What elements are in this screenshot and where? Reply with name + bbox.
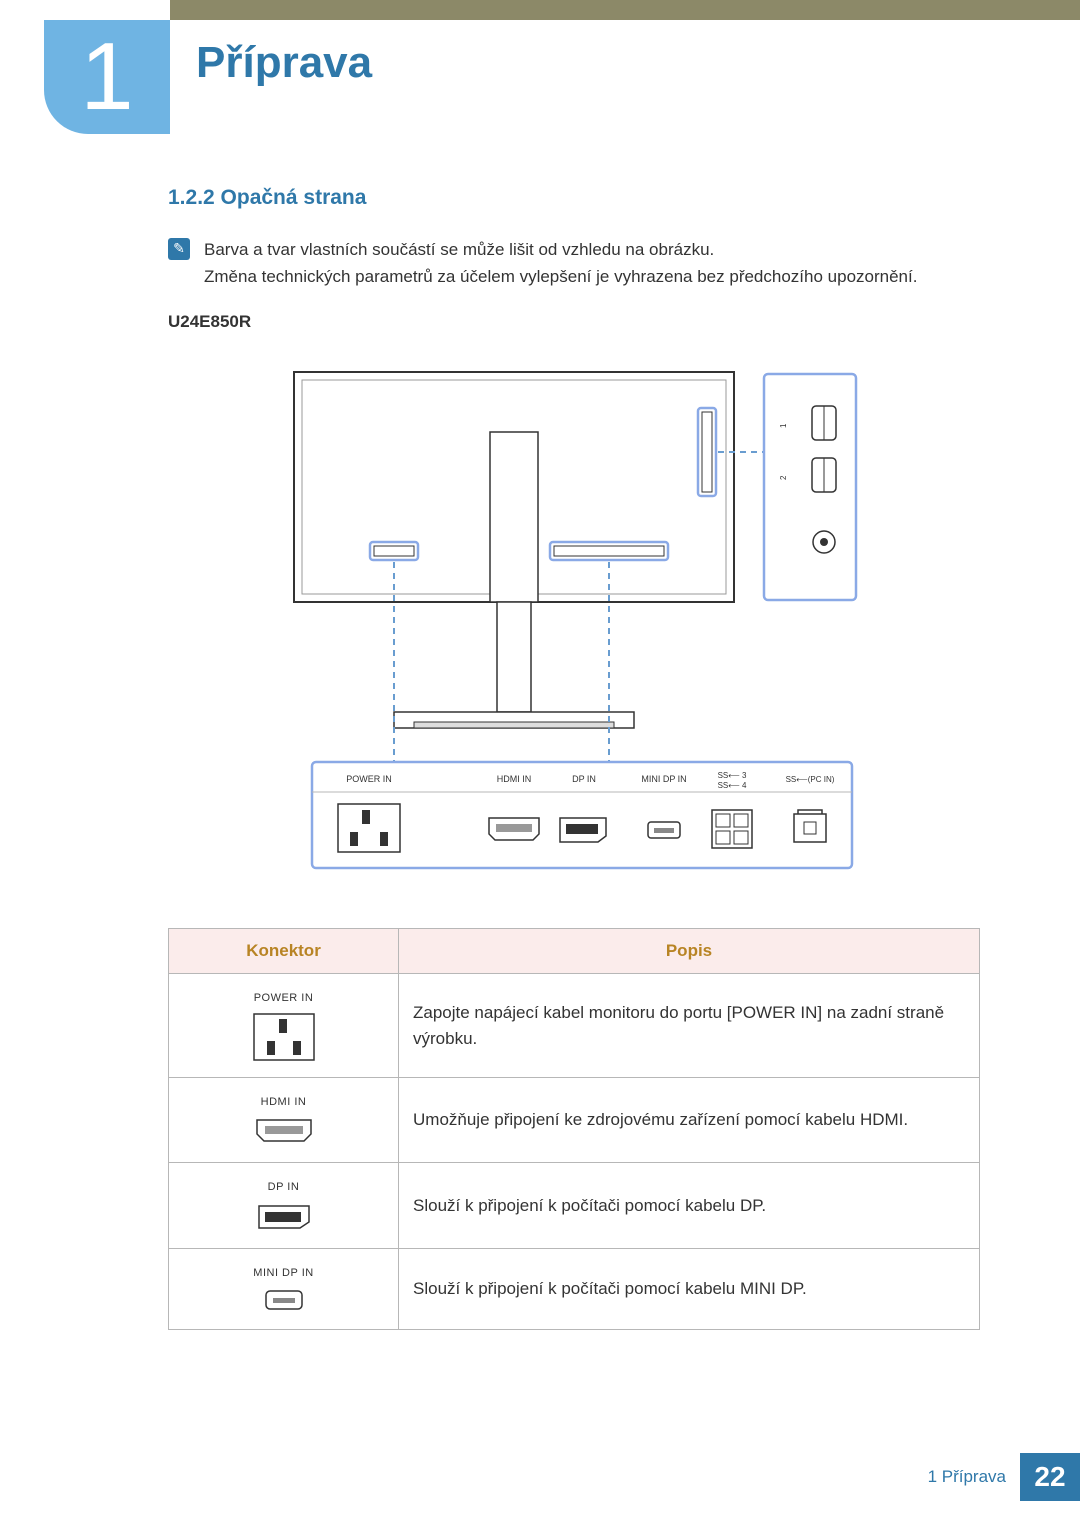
power-socket-icon — [183, 1013, 384, 1061]
note-text: Barva a tvar vlastních součástí se může … — [204, 236, 917, 290]
section-heading: 1.2.2 Opačná strana — [168, 186, 980, 210]
diagram: 1 2 POWER IN HDMI IN DP IN MINI DP IN SS… — [168, 362, 980, 892]
note-line-1: Barva a tvar vlastních součástí se může … — [204, 236, 917, 263]
desc-hdmi: Umožňuje připojení ke zdrojovému zařízen… — [399, 1077, 980, 1163]
label-dp-in: DP IN — [572, 774, 596, 784]
svg-text:1: 1 — [779, 423, 788, 428]
chapter-badge: 1 — [44, 20, 170, 134]
svg-text:SS⟵ 3: SS⟵ 3 — [718, 771, 747, 780]
svg-text:SS⟵ 4: SS⟵ 4 — [718, 781, 747, 790]
table-header-konektor: Konektor — [169, 929, 399, 974]
top-bar-right — [170, 0, 1080, 20]
konektor-dp: DP IN — [169, 1163, 399, 1249]
note-line-2: Změna technických parametrů za účelem vy… — [204, 263, 917, 290]
top-bar — [0, 0, 1080, 20]
note-icon — [168, 238, 190, 260]
svg-text:SS⟵(PC IN): SS⟵(PC IN) — [786, 775, 835, 784]
monitor-rear-diagram: 1 2 POWER IN HDMI IN DP IN MINI DP IN SS… — [264, 362, 884, 892]
content-area: 1.2.2 Opačná strana Barva a tvar vlastní… — [168, 186, 980, 1330]
konektor-minidp: MINI DP IN — [169, 1248, 399, 1330]
connector-table: Konektor Popis POWER IN Zapojte napájecí… — [168, 928, 980, 1330]
chapter-number: 1 — [80, 29, 133, 125]
minidp-port-icon — [183, 1287, 384, 1313]
note-block: Barva a tvar vlastních součástí se může … — [168, 236, 980, 290]
model-name: U24E850R — [168, 312, 980, 332]
hdmi-port-icon — [183, 1116, 384, 1146]
konektor-power: POWER IN — [169, 974, 399, 1078]
table-row: DP IN Slouží k připojení k počítači pomo… — [169, 1163, 980, 1249]
table-row: POWER IN Zapojte napájecí kabel monitoru… — [169, 974, 980, 1078]
footer: 1 Příprava 22 — [928, 1453, 1080, 1501]
table-row: MINI DP IN Slouží k připojení k počítači… — [169, 1248, 980, 1330]
label-minidp-in: MINI DP IN — [641, 774, 686, 784]
table-row: HDMI IN Umožňuje připojení ke zdrojovému… — [169, 1077, 980, 1163]
desc-minidp: Slouží k připojení k počítači pomocí kab… — [399, 1248, 980, 1330]
desc-power: Zapojte napájecí kabel monitoru do portu… — [399, 974, 980, 1078]
konektor-hdmi: HDMI IN — [169, 1077, 399, 1163]
svg-text:2: 2 — [779, 475, 788, 480]
desc-dp: Slouží k připojení k počítači pomocí kab… — [399, 1163, 980, 1249]
page-number: 22 — [1020, 1453, 1080, 1501]
dp-port-icon — [183, 1202, 384, 1232]
chapter-title: Příprava — [196, 38, 372, 88]
table-header-popis: Popis — [399, 929, 980, 974]
footer-text: 1 Příprava — [928, 1467, 1006, 1487]
top-bar-left — [0, 0, 170, 20]
label-hdmi-in: HDMI IN — [497, 774, 532, 784]
label-power-in: POWER IN — [346, 774, 392, 784]
